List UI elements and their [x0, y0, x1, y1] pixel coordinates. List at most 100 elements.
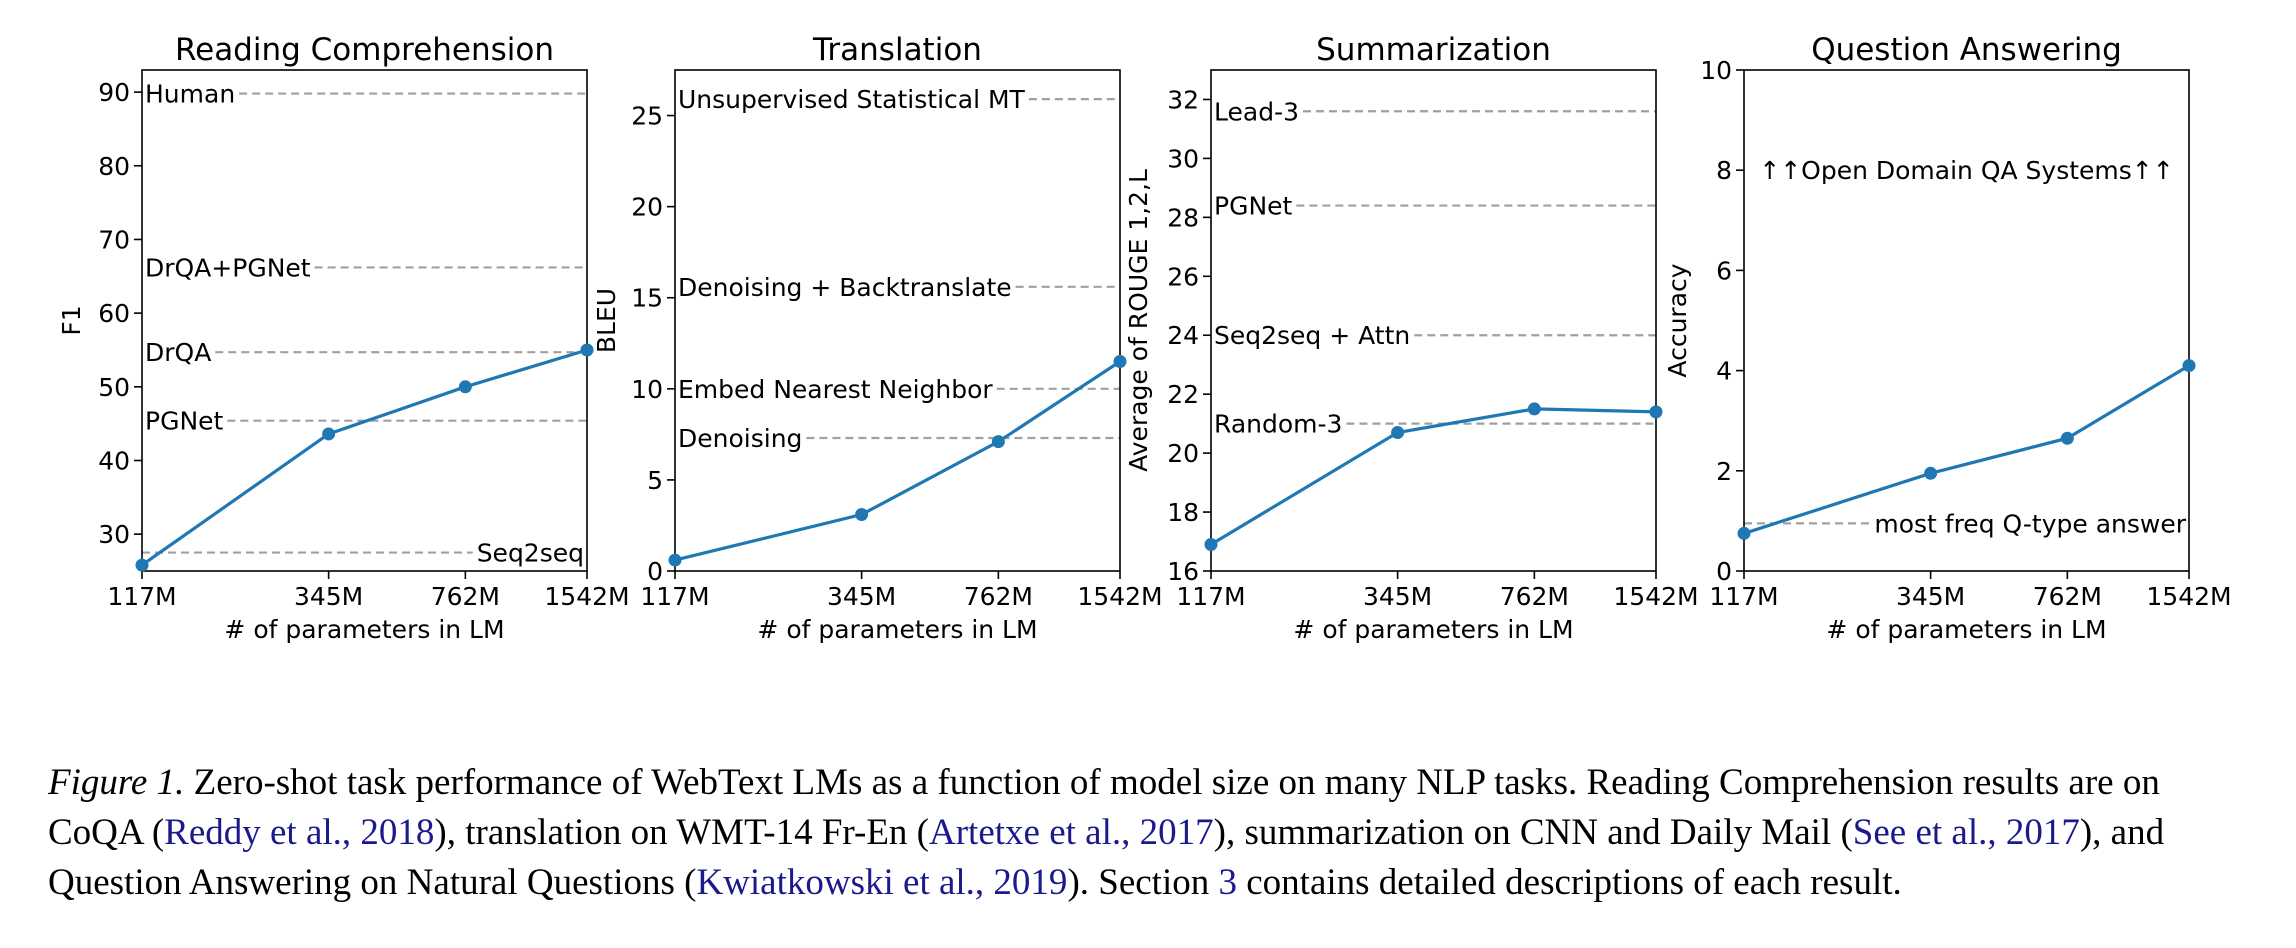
y-tick-label: 6	[1716, 256, 1732, 285]
plot-frame	[141, 69, 588, 572]
y-tick-label: 5	[647, 466, 663, 495]
x-axis-label: # of parameters in LM	[757, 615, 1037, 644]
data-point	[855, 508, 869, 522]
baseline-label: PGNet	[1214, 192, 1293, 221]
y-tick-label: 80	[98, 152, 130, 181]
y-axis-label: F1	[57, 305, 86, 335]
y-tick-label: 0	[647, 557, 663, 586]
baseline-label: PGNet	[145, 407, 224, 436]
figure-caption: Figure 1. Zero-shot task performance of …	[48, 758, 2258, 908]
baseline-label: Seq2seq + Attn	[1214, 321, 1410, 350]
y-tick-label: 70	[98, 225, 130, 254]
y-tick-label: 24	[1167, 321, 1199, 350]
x-tick-label: 117M	[1709, 582, 1778, 611]
baseline-label: Random-3	[1214, 410, 1342, 439]
baseline-label: Human	[145, 80, 235, 109]
y-tick-label: 32	[1167, 85, 1199, 114]
data-point	[1391, 425, 1405, 439]
baseline-label: Seq2seq	[477, 539, 584, 568]
y-tick-label: 10	[631, 375, 663, 404]
section-link[interactable]: 3	[1218, 862, 1238, 903]
y-tick-label: 0	[1716, 557, 1732, 586]
x-axis-label: # of parameters in LM	[1826, 615, 2106, 644]
x-tick-label: 762M	[1500, 582, 1569, 611]
y-tick-label: 10	[1700, 56, 1732, 85]
baseline-label: ↑↑Open Domain QA Systems↑↑	[1759, 156, 2173, 185]
caption-text-5: ). Section	[1067, 862, 1219, 903]
caption-text-2: ), translation on WMT-14 Fr-En (	[434, 812, 930, 853]
baseline-label: Embed Nearest Neighbor	[678, 375, 993, 404]
data-point	[580, 343, 594, 357]
y-tick-label: 18	[1167, 498, 1199, 527]
series-line	[674, 360, 1121, 562]
citation-link-kwiatkowski[interactable]: Kwiatkowski et al., 2019	[696, 862, 1068, 903]
y-tick-label: 15	[631, 284, 663, 313]
y-tick-label: 4	[1716, 357, 1732, 386]
data-point	[2182, 359, 2196, 373]
y-tick-label: 16	[1167, 557, 1199, 586]
y-tick-label: 20	[631, 193, 663, 222]
y-tick-label: 50	[98, 373, 130, 402]
series-line	[1743, 364, 2190, 535]
baseline-label: Lead-3	[1214, 97, 1299, 126]
y-axis-label: Average of ROUGE 1,2,L	[1124, 169, 1153, 472]
y-tick-label: 40	[98, 446, 130, 475]
y-tick-label: 2	[1716, 457, 1732, 486]
plot-frame	[674, 69, 1121, 572]
x-axis-label: # of parameters in LM	[224, 615, 504, 644]
y-tick-label: 25	[631, 102, 663, 131]
y-tick-label: 30	[1167, 144, 1199, 173]
data-point	[991, 435, 1005, 449]
chart-title: Translation	[812, 32, 982, 68]
data-point	[135, 558, 149, 572]
baseline-label: DrQA	[145, 338, 211, 367]
x-tick-label: 117M	[1176, 582, 1245, 611]
data-point	[322, 427, 336, 441]
chart-title: Question Answering	[1811, 32, 2122, 68]
x-tick-label: 1542M	[1077, 582, 1162, 611]
series-line	[141, 348, 588, 567]
x-tick-label: 345M	[294, 582, 363, 611]
data-point	[1737, 526, 1751, 540]
plot-frame	[1743, 69, 2190, 572]
x-tick-label: 345M	[1363, 582, 1432, 611]
y-tick-label: 20	[1167, 439, 1199, 468]
caption-text-6: contains detailed descriptions of each r…	[1237, 862, 1902, 903]
citation-link-reddy[interactable]: Reddy et al., 2018	[164, 812, 435, 853]
series-line	[1210, 407, 1657, 546]
x-tick-label: 1542M	[544, 582, 629, 611]
x-tick-label: 345M	[827, 582, 896, 611]
baseline-label: most freq Q-type answer	[1874, 509, 2186, 538]
caption-text-1: Zero-shot task performance of WebText LM…	[48, 762, 2160, 853]
baseline-label: Denoising	[678, 424, 802, 453]
x-tick-label: 762M	[964, 582, 1033, 611]
x-tick-label: 762M	[2033, 582, 2102, 611]
data-point	[1527, 402, 1541, 416]
x-tick-label: 345M	[1896, 582, 1965, 611]
y-tick-label: 26	[1167, 262, 1199, 291]
y-tick-label: 28	[1167, 203, 1199, 232]
x-tick-label: 117M	[107, 582, 176, 611]
y-tick-label: 22	[1167, 380, 1199, 409]
chart-title: Reading Comprehension	[175, 32, 554, 68]
x-tick-label: 1542M	[1613, 582, 1698, 611]
caption-text-4: ), and Question Answering on Natural Que…	[48, 812, 2165, 903]
figure-charts: HumanDrQA+PGNetDrQAPGNetSeq2seq304050607…	[57, 32, 2232, 644]
citation-link-see[interactable]: See et al., 2017	[1852, 812, 2080, 853]
baseline-label: Unsupervised Statistical MT	[678, 85, 1026, 114]
y-tick-label: 60	[98, 299, 130, 328]
data-point	[1204, 537, 1218, 551]
y-axis-label: BLEU	[592, 288, 621, 353]
data-point	[1649, 405, 1663, 419]
y-tick-label: 8	[1716, 156, 1732, 185]
data-point	[1924, 466, 1938, 480]
chart-title: Summarization	[1316, 32, 1551, 68]
data-point	[2060, 431, 2074, 445]
plot-frame	[1210, 69, 1657, 572]
baseline-label: DrQA+PGNet	[145, 253, 311, 282]
data-point	[1113, 354, 1127, 368]
baseline-label: Denoising + Backtranslate	[678, 273, 1012, 302]
caption-text-3: ), summarization on CNN and Daily Mail (	[1213, 812, 1853, 853]
citation-link-artetxe[interactable]: Artetxe et al., 2017	[929, 812, 1214, 853]
caption-figure-label: Figure 1.	[48, 762, 185, 803]
